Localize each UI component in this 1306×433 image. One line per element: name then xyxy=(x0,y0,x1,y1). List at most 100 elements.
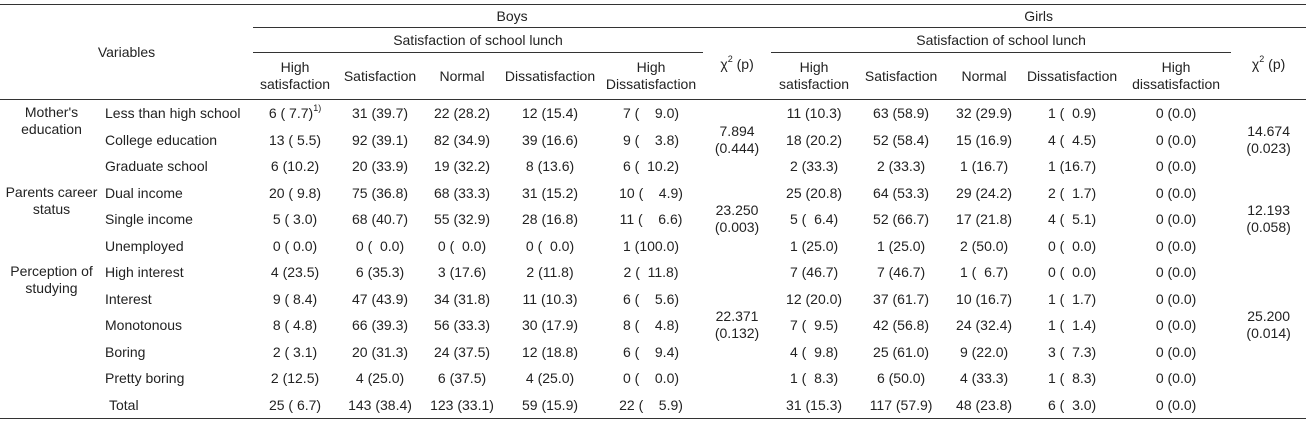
girls-cell: 18 (20.2) xyxy=(786,131,843,148)
girls-chi-header: χ2 (p) xyxy=(1251,53,1286,72)
boys-cell: 6 ( 5.6) xyxy=(623,290,680,307)
boys-cell: 9 ( 3.8) xyxy=(623,131,680,148)
girls-cell: 52 (58.4) xyxy=(873,131,930,148)
boys-cell: 66 (39.3) xyxy=(351,317,409,334)
boys-total-cell: 22 ( 5.9) xyxy=(599,391,704,419)
girls-total-cell: 117 (57.9) xyxy=(857,391,946,419)
table-row: Pretty boring 2 (12.5) 4 (25.0) 6 (37.5) 4 (… xyxy=(0,365,1306,392)
boys-cell: 11 ( 6.6) xyxy=(619,211,683,228)
girls-col-header-3: Dissatisfaction xyxy=(1026,67,1118,84)
boys-cell: 2 ( 3.1) xyxy=(272,343,318,360)
boys-cell: 7 ( 9.0) xyxy=(599,99,704,127)
girls-cell: 4 ( 9.8) xyxy=(789,343,839,360)
girls-cell: 24 (32.4) xyxy=(956,317,1013,334)
boys-cell: 56 (33.3) xyxy=(433,317,491,334)
row-label: Monotonous xyxy=(105,317,183,334)
girls-cell: 1 ( 1.7) xyxy=(1047,290,1097,307)
girls-cell: 0 (0.0) xyxy=(1155,343,1197,360)
girls-cell: 4 ( 5.1) xyxy=(1047,211,1097,228)
girls-cell: 0 (0.0) xyxy=(1155,211,1197,228)
boys-cell: 8 ( 4.8) xyxy=(623,317,680,334)
boys-satisfaction-header: Satisfaction of school lunch xyxy=(253,27,704,53)
table-row: Monotonous 8 ( 4.8) 66 (39.3) 56 (33.3) 30 (… xyxy=(0,312,1306,339)
girls-cell: 0 ( 0.0) xyxy=(1047,264,1097,281)
boys-cell: 6 ( 7.7)1) xyxy=(253,99,338,127)
boys-cell: 6 ( 9.4) xyxy=(623,343,680,360)
girls-cell: 1 (16.7) xyxy=(959,158,1009,175)
blank-cell xyxy=(1231,391,1306,419)
girls-cell: 12 (20.0) xyxy=(786,290,843,307)
boys-cell: 22 (28.2) xyxy=(423,99,502,127)
girls-cell: 0 (0.0) xyxy=(1155,131,1197,148)
row-label: Single income xyxy=(105,211,193,228)
girls-cell: 2 (50.0) xyxy=(959,237,1009,254)
girls-total-cell: 0 (0.0) xyxy=(1121,391,1232,419)
girls-satisfaction-header: Satisfaction of school lunch xyxy=(771,27,1232,53)
boys-cell: 4 (25.0) xyxy=(355,370,405,387)
girls-cell: 1 (25.0) xyxy=(789,237,839,254)
variables-header: Variables xyxy=(0,4,254,100)
girls-cell: 1 ( 1.4) xyxy=(1047,317,1097,334)
girls-cell: 0 ( 0.0) xyxy=(1047,237,1097,254)
girls-cell: 2 (33.3) xyxy=(876,158,926,175)
boys-cell: 11 (10.3) xyxy=(522,290,578,307)
boys-cell: 30 (17.9) xyxy=(521,317,579,334)
girls-cell: 25 (61.0) xyxy=(873,343,930,360)
girls-cell: 0 (0.0) xyxy=(1155,290,1197,307)
total-row: Total 25 ( 6.7) 143 (38.4) 123 (33.1) 59 (15… xyxy=(0,391,1306,419)
row-label: Graduate school xyxy=(105,158,208,175)
boys-chi-value: 22.371 (0.132) xyxy=(714,308,760,342)
boys-cell: 4 (25.0) xyxy=(525,370,575,387)
row-label: High interest xyxy=(105,264,184,281)
boys-cell: 1 (100.0) xyxy=(622,237,680,254)
table-row: Parents career status Dual income 20 ( 9.8)… xyxy=(0,180,1306,236)
girls-cell: 9 (22.0) xyxy=(959,343,1009,360)
girls-col-header-4: High dissatisfaction xyxy=(1132,59,1221,92)
girls-cell: 1 ( 0.9) xyxy=(1023,99,1122,127)
girls-chi-value: 12.193 (0.058) xyxy=(1246,202,1291,236)
boys-cell: 68 (33.3) xyxy=(433,184,491,201)
results-table: Variables Boys Girls Satisfaction of sch… xyxy=(0,4,1306,419)
boys-total-cell: 59 (15.9) xyxy=(501,391,600,419)
girls-chi-value: 25.200 (0.014) xyxy=(1246,308,1291,342)
girls-cell: 0 (0.0) xyxy=(1155,317,1197,334)
boys-cell: 28 (16.8) xyxy=(521,211,579,228)
boys-chi-value: 7.894 (0.444) xyxy=(703,99,772,180)
row-label: Dual income xyxy=(105,184,183,201)
girls-cell: 3 ( 7.3) xyxy=(1047,343,1097,360)
boys-total-cell: 143 (38.4) xyxy=(337,391,424,419)
boys-cell: 75 (36.8) xyxy=(351,184,409,201)
boys-header: Boys xyxy=(253,4,772,28)
blank-cell xyxy=(703,391,772,419)
girls-total-cell: 31 (15.3) xyxy=(771,391,858,419)
table-row: Interest 9 ( 8.4) 47 (43.9) 34 (31.8) 11 (10… xyxy=(0,286,1306,313)
girls-cell: 0 (0.0) xyxy=(1155,158,1197,175)
boys-cell: 39 (16.6) xyxy=(521,131,579,148)
row-label: Boring xyxy=(105,343,146,360)
girls-cell: 0 (0.0) xyxy=(1155,237,1197,254)
boys-cell: 3 (17.6) xyxy=(437,264,487,281)
boys-cell: 2 ( 11.8) xyxy=(623,264,679,281)
boys-chi-header: χ2 (p) xyxy=(720,53,754,72)
girls-cell: 0 (0.0) xyxy=(1155,264,1197,281)
row-label: Pretty boring xyxy=(105,370,185,387)
category-label: Perception of studying xyxy=(10,263,93,296)
table-row: Unemployed 0 ( 0.0) 0 ( 0.0) 0 ( 0.0) 0 ( 0.… xyxy=(0,233,1306,260)
table-row: Mother's education Less than high school 6 … xyxy=(0,99,1306,180)
category-label: Parents career status xyxy=(5,183,98,217)
girls-cell: 42 (56.8) xyxy=(873,317,930,334)
girls-cell: 4 ( 4.5) xyxy=(1047,131,1097,148)
boys-cell: 4 (23.5) xyxy=(270,264,320,281)
boys-col-header-3: Dissatisfaction xyxy=(504,67,596,84)
boys-cell: 34 (31.8) xyxy=(433,290,491,307)
table-row: Graduate school 6 (10.2) 20 (33.9) 19 (32.2… xyxy=(0,153,1306,180)
girls-cell: 64 (53.3) xyxy=(873,184,930,201)
girls-cell: 2 (33.3) xyxy=(789,158,839,175)
table-row: Boring 2 ( 3.1) 20 (31.3) 24 (37.5) 12 (18.8… xyxy=(0,339,1306,366)
girls-cell: 10 (16.7) xyxy=(956,290,1013,307)
boys-cell: 6 (10.2) xyxy=(270,158,320,175)
boys-cell: 2 (12.5) xyxy=(270,370,320,387)
footnote-mark: 1) xyxy=(313,103,322,114)
boys-cell: 0 ( 0.0) xyxy=(355,237,405,254)
girls-col-header-2: Normal xyxy=(961,67,1007,84)
